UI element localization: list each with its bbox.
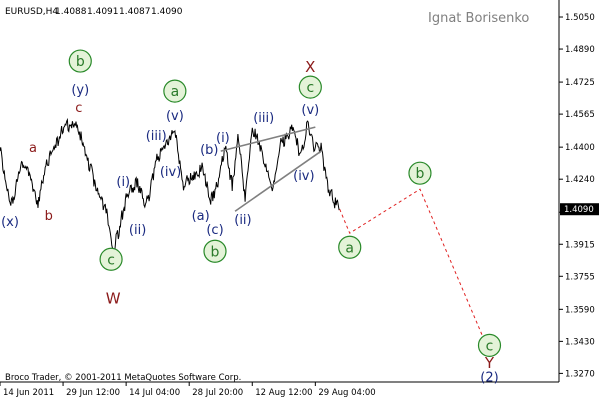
wave-label: (i) bbox=[216, 131, 230, 146]
y-tick-label: 1.4565 bbox=[565, 110, 595, 120]
y-tick-label: 1.4890 bbox=[565, 45, 595, 55]
circled-wave-marker bbox=[203, 239, 227, 263]
wave-label: (x) bbox=[1, 215, 19, 230]
wave-label: (c) bbox=[206, 223, 223, 238]
ohlc-close: 1.4090 bbox=[151, 7, 183, 17]
wave-label: (ii) bbox=[234, 213, 251, 228]
wave-label: (v) bbox=[301, 103, 319, 118]
x-tick-label: 28 Jul 20:00 bbox=[192, 388, 243, 398]
wave-label: (y) bbox=[71, 83, 89, 98]
wave-label: (a) bbox=[192, 209, 210, 224]
y-tick-label: 1.4240 bbox=[565, 175, 595, 185]
forecast-line bbox=[339, 188, 490, 353]
circled-wave-marker bbox=[408, 161, 432, 185]
author-watermark: Ignat Borisenko bbox=[428, 11, 529, 26]
circled-wave-label: c bbox=[486, 338, 494, 354]
wave-label: (ii) bbox=[129, 223, 146, 238]
circled-wave-label: a bbox=[171, 84, 180, 100]
y-tick-label: 1.3270 bbox=[565, 369, 595, 379]
ohlc-high: 1.4091 bbox=[87, 7, 119, 17]
current-price-tag bbox=[560, 203, 599, 216]
y-tick-label: 1.3915 bbox=[565, 240, 595, 250]
circled-wave-label: c bbox=[107, 252, 115, 268]
x-tick-label: 14 Jul 04:00 bbox=[129, 388, 180, 398]
wave-label: a bbox=[29, 141, 37, 156]
wave-label: X bbox=[305, 58, 315, 76]
circled-wave-marker bbox=[338, 235, 362, 259]
x-tick-label: 12 Aug 12:00 bbox=[255, 388, 312, 398]
ohlc-open: 1.4088 bbox=[55, 7, 87, 17]
current-price-label: 1.4090 bbox=[564, 205, 594, 215]
y-tick-label: 1.5050 bbox=[565, 13, 595, 23]
circled-wave-marker bbox=[163, 79, 187, 103]
circled-wave-label: b bbox=[416, 166, 425, 182]
plot-area bbox=[0, 117, 490, 353]
wave-label: W bbox=[106, 289, 121, 307]
wave-label: (iv) bbox=[293, 169, 314, 184]
circled-wave-marker bbox=[99, 247, 123, 271]
y-tick-label: 1.3430 bbox=[565, 337, 595, 347]
wave-label: (2) bbox=[480, 370, 498, 385]
wave-label: (iii) bbox=[253, 111, 274, 126]
wave-label: c bbox=[75, 101, 82, 116]
channel-line-1 bbox=[220, 126, 316, 152]
x-tick-label: 29 Jun 12:00 bbox=[66, 388, 120, 398]
circled-wave-label: a bbox=[345, 240, 354, 256]
footer-copyright: Broco Trader, © 2001-2011 MetaQuotes Sof… bbox=[5, 373, 241, 383]
wave-labels: (x) a b (y) c (i) (ii) W (iii) (iv) (v) (a) (b) (c) (i… bbox=[1, 49, 502, 385]
circled-wave-label: b bbox=[211, 244, 220, 260]
circled-wave-label: b bbox=[76, 54, 85, 70]
y-tick-label: 1.4400 bbox=[565, 143, 595, 153]
channel-line-2 bbox=[234, 150, 322, 212]
y-tick-label: 1.3590 bbox=[565, 305, 595, 315]
wave-label: (v) bbox=[166, 109, 184, 124]
wave-label: b bbox=[45, 209, 53, 224]
wave-label: Y bbox=[484, 354, 495, 372]
ohlc-low: 1.4087 bbox=[119, 7, 151, 17]
x-tick-label: 29 Aug 04:00 bbox=[318, 388, 375, 398]
wave-label: (iii) bbox=[146, 129, 167, 144]
wave-label: (iv) bbox=[160, 165, 181, 180]
x-tick-label: 14 Jun 2011 bbox=[3, 388, 54, 398]
symbol-label: EURUSD,H4 bbox=[5, 7, 58, 17]
wave-label: (i) bbox=[116, 175, 130, 190]
circled-wave-marker bbox=[68, 49, 92, 73]
y-tick-label: 1.4725 bbox=[565, 78, 595, 88]
circled-wave-label: c bbox=[306, 80, 314, 96]
wave-label: (b) bbox=[200, 143, 218, 158]
price-series-line bbox=[0, 117, 340, 255]
circled-wave-marker bbox=[298, 75, 322, 99]
y-tick-label: 1.3755 bbox=[565, 272, 595, 282]
circled-wave-marker bbox=[477, 333, 502, 357]
